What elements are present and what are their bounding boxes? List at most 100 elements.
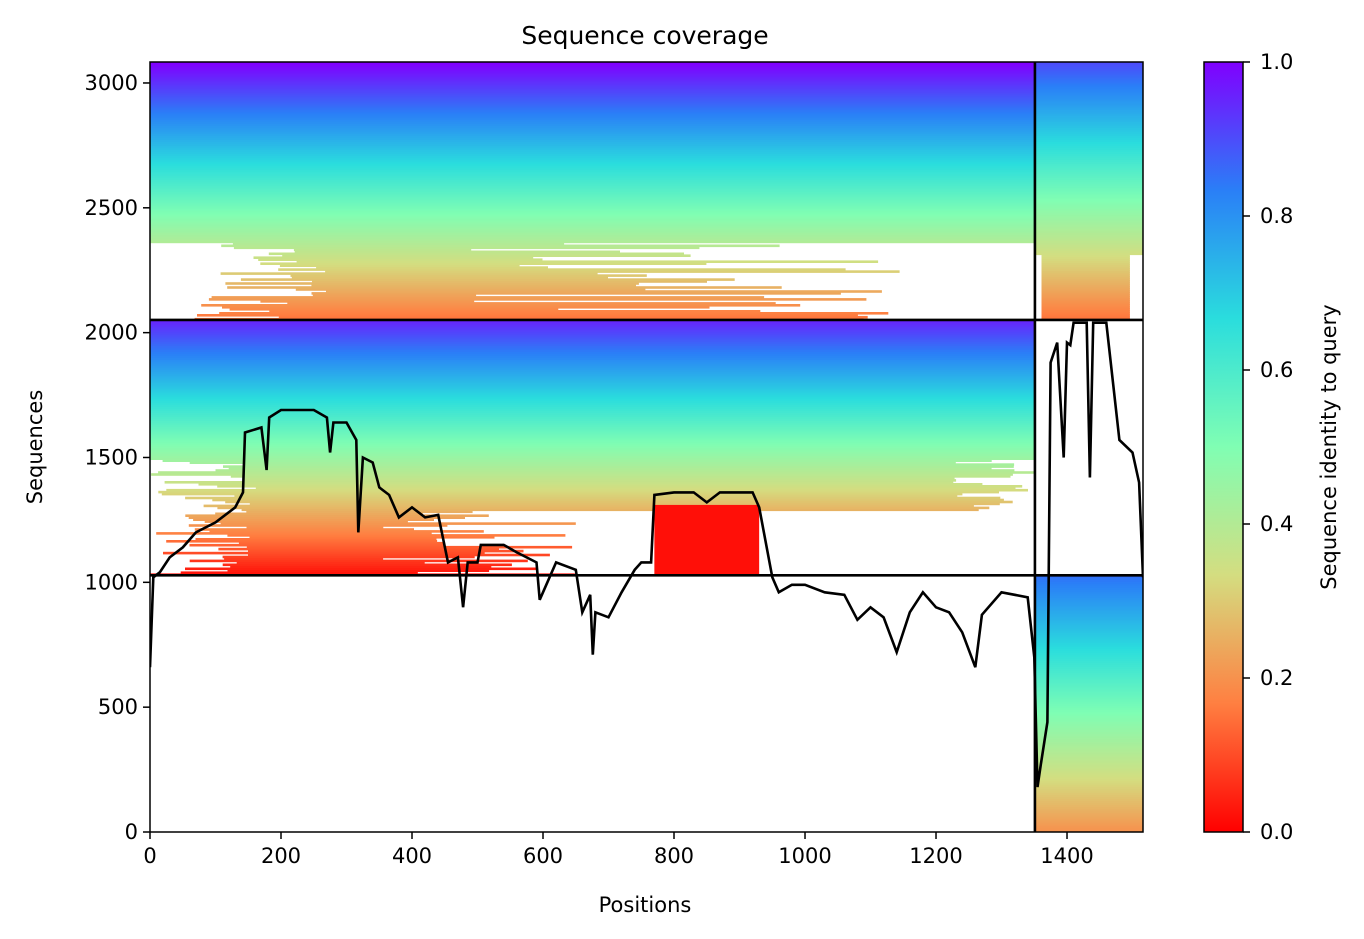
heatmap-row: [1034, 105, 1143, 109]
heatmap-row: [1034, 632, 1143, 636]
heatmap-row: [150, 111, 1035, 115]
heatmap-row: [1034, 758, 1143, 762]
heatmap-row: [1034, 129, 1143, 133]
heatmap-row: [150, 75, 1035, 79]
heatmap-row: [225, 500, 1013, 504]
heatmap-row: [1034, 77, 1143, 81]
heatmap-row: [1034, 194, 1143, 198]
heatmap-row: [150, 129, 1035, 133]
heatmap-row: [1034, 672, 1143, 675]
heatmap-row: [150, 323, 1035, 327]
heatmap-row: [162, 459, 992, 462]
heatmap-row: [1034, 703, 1143, 707]
heatmap-row: [150, 329, 1035, 333]
heatmap-row: [1034, 794, 1143, 798]
heatmap-row: [219, 312, 889, 315]
heatmap-row: [1034, 240, 1143, 244]
heatmap-row: [150, 189, 1035, 192]
heatmap-row: [150, 181, 1035, 184]
heatmap-row: [1041, 270, 1130, 273]
heatmap-row: [150, 230, 1035, 234]
heatmap-row: [1034, 206, 1143, 210]
heatmap-row: [1034, 121, 1143, 125]
heatmap-row: [1034, 644, 1143, 647]
heatmap-row: [1041, 308, 1130, 311]
heatmap-row: [1034, 610, 1143, 614]
heatmap-row: [1034, 816, 1143, 819]
heatmap-row: [1034, 774, 1143, 778]
heatmap-row: [150, 89, 1035, 93]
heatmap-row: [1034, 177, 1143, 180]
heatmap-row: [1034, 620, 1143, 624]
heatmap-row: [150, 202, 1035, 206]
heatmap-row: [150, 62, 1035, 65]
heatmap-row: [150, 453, 1035, 457]
heatmap-row: [150, 91, 1035, 95]
heatmap-row: [287, 302, 776, 305]
heatmap-row: [150, 240, 1035, 244]
heatmap-row: [150, 169, 1035, 172]
heatmap-row: [1034, 666, 1143, 669]
heatmap-row: [1034, 196, 1143, 200]
heatmap-row: [1034, 729, 1143, 732]
heatmap-row: [150, 422, 1035, 425]
heatmap-row: [150, 234, 1035, 238]
heatmap-row: [150, 398, 1035, 402]
heatmap-row: [150, 369, 1035, 372]
heatmap-row: [1034, 608, 1143, 612]
heatmap-row: [1034, 161, 1143, 164]
heatmap-row: [1034, 678, 1143, 681]
heatmap-row: [1041, 304, 1130, 307]
heatmap-row: [150, 93, 1035, 97]
x-tick-label: 800: [654, 844, 694, 868]
heatmap-row: [150, 95, 1035, 99]
heatmap-row: [150, 83, 1035, 87]
heatmap-row: [1034, 766, 1143, 770]
heatmap-row: [1034, 155, 1143, 158]
heatmap-row: [1034, 145, 1143, 148]
heatmap-row: [1034, 577, 1143, 580]
heatmap-row: [1034, 111, 1143, 115]
heatmap-row: [1034, 636, 1143, 640]
heatmap-row: [1041, 274, 1130, 277]
heatmap-row: [1034, 670, 1143, 673]
heatmap-row: [150, 365, 1035, 368]
heatmap-row: [1041, 300, 1130, 303]
heatmap-row: [312, 294, 477, 297]
heatmap-row: [1034, 238, 1143, 242]
heatmap-row: [150, 200, 1035, 204]
heatmap-row: [150, 343, 1035, 347]
heatmap-row: [150, 147, 1035, 150]
heatmap-row: [1034, 113, 1143, 117]
heatmap-row: [150, 117, 1035, 121]
heatmap-row: [1041, 260, 1130, 263]
heatmap-row: [150, 218, 1035, 222]
x-axis-title: Positions: [599, 893, 692, 917]
heatmap-row: [1041, 266, 1130, 269]
heatmap-row: [1034, 99, 1143, 103]
heatmap-row: [150, 361, 1035, 364]
heatmap-row: [194, 528, 414, 531]
heatmap-row: [224, 557, 384, 561]
heatmap-row: [1034, 802, 1143, 805]
heatmap-row: [1034, 149, 1143, 152]
heatmap-panel: [150, 319, 1035, 576]
heatmap-row: [1034, 747, 1143, 750]
heatmap-row: [1034, 593, 1143, 596]
heatmap-row: [230, 565, 492, 569]
heatmap-row: [150, 339, 1035, 343]
heatmap-row: [225, 282, 639, 285]
heatmap-row: [150, 337, 1035, 341]
heatmap-row: [150, 222, 1035, 226]
heatmap-row: [1041, 302, 1130, 305]
heatmap-row: [150, 376, 1035, 380]
heatmap-row: [150, 357, 1035, 360]
heatmap-row: [150, 210, 1035, 214]
heatmap-row: [1034, 711, 1143, 715]
heatmap-row: [1034, 141, 1143, 144]
heatmap-row: [1034, 135, 1143, 138]
heatmap-row: [1034, 202, 1143, 206]
heatmap-row: [1034, 646, 1143, 649]
heatmap-row: [1034, 125, 1143, 129]
heatmap-row: [1034, 780, 1143, 784]
